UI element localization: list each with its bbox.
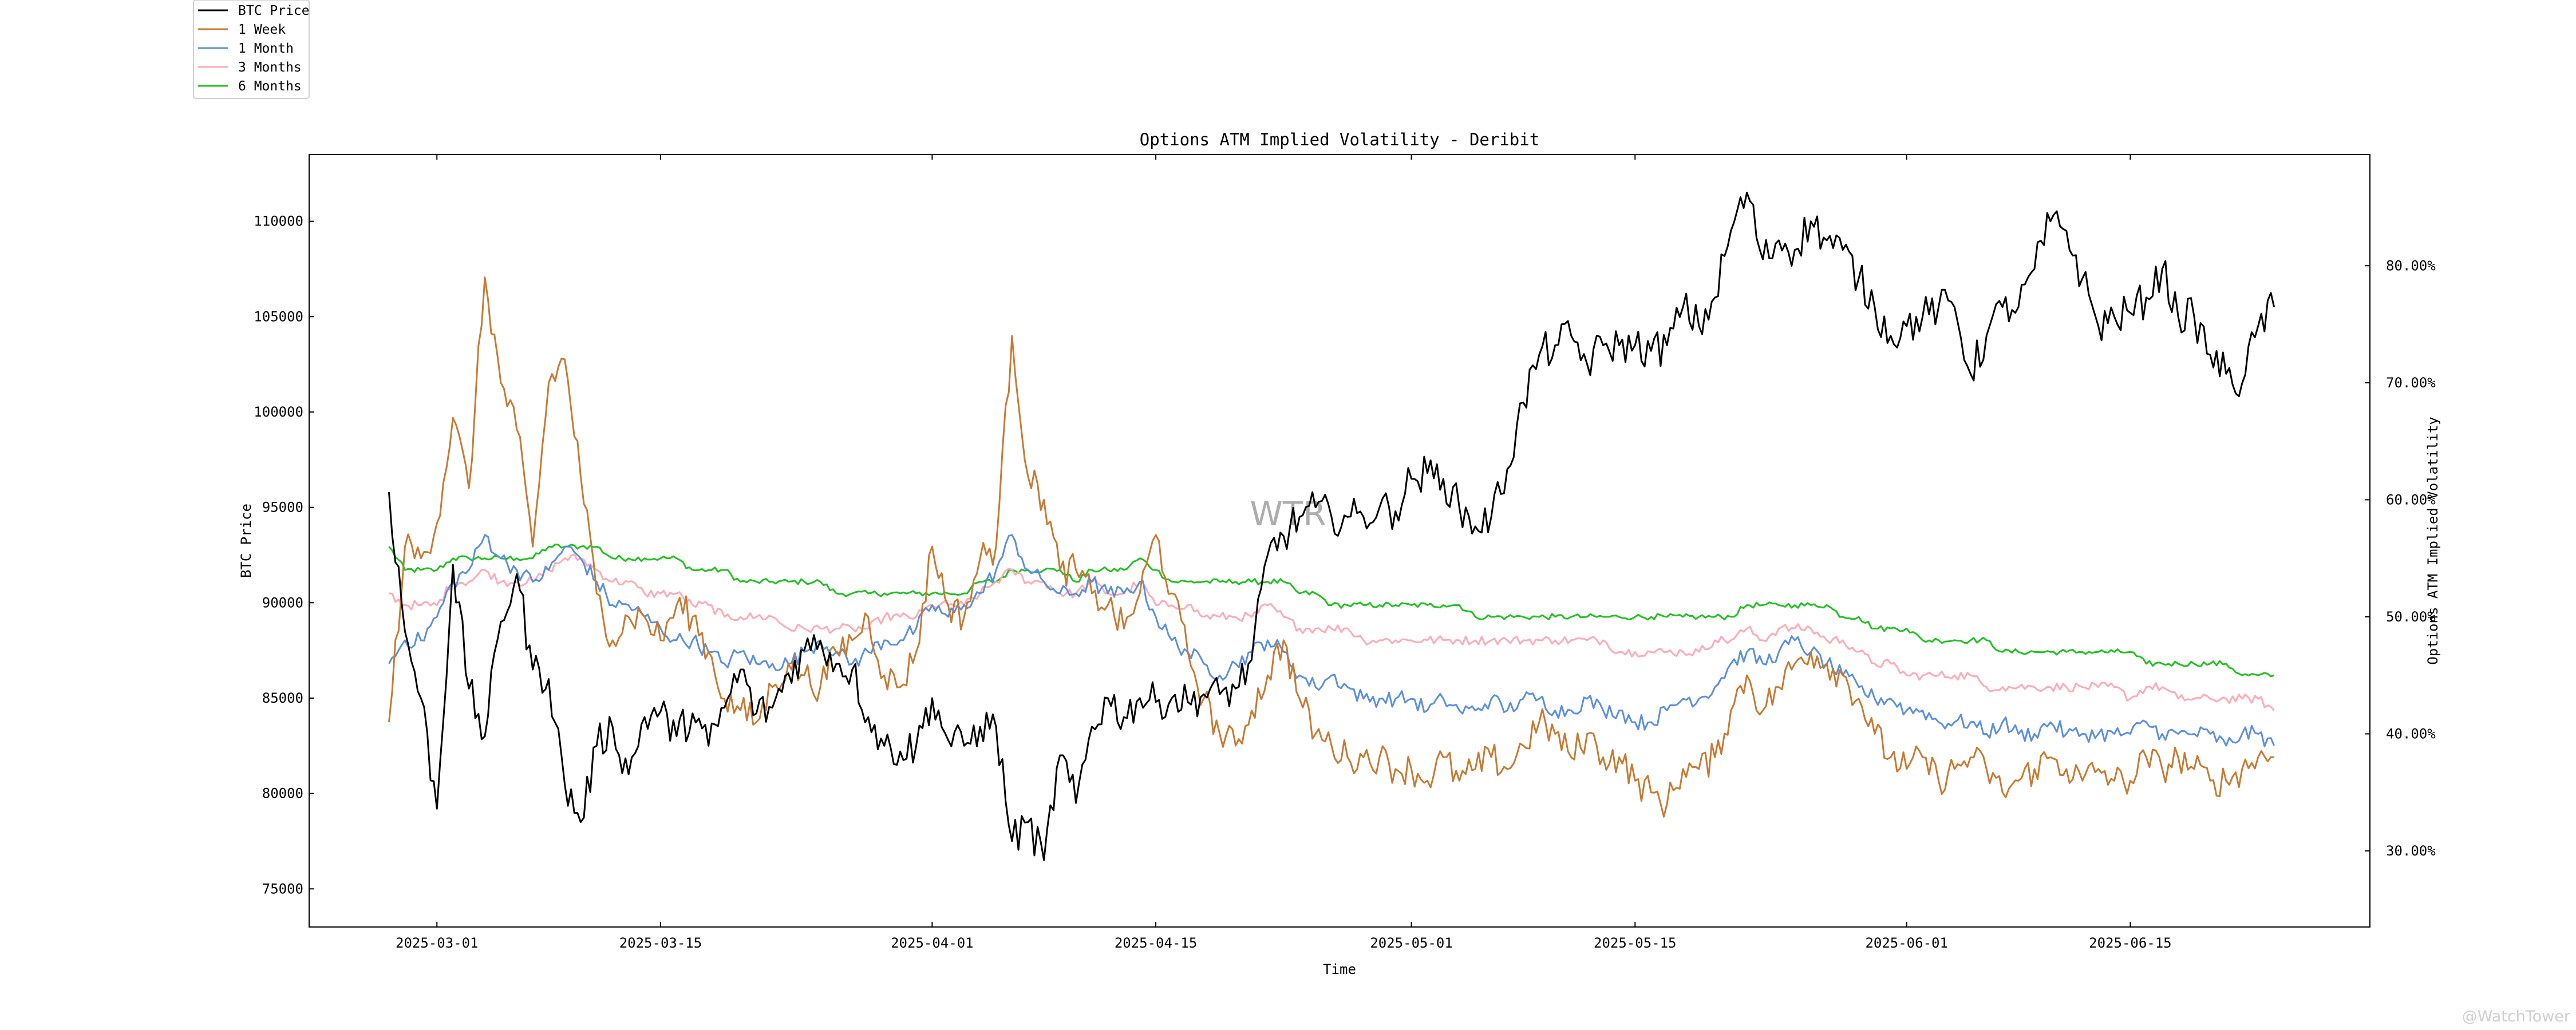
y-tick-label-left: 85000 xyxy=(262,690,303,706)
y-tick-label-left: 80000 xyxy=(262,786,303,802)
series-line-3-months xyxy=(389,553,2275,711)
x-axis-label: Time xyxy=(1323,961,1356,977)
y-axis-label-left: BTC Price xyxy=(238,504,254,578)
plot-frame xyxy=(309,154,2370,928)
y-tick-label-right: 30.00% xyxy=(2386,843,2436,859)
y-tick-label-left: 95000 xyxy=(262,500,303,516)
legend-label: 3 Months xyxy=(238,60,302,75)
y-tick-label-right: 50.00% xyxy=(2386,609,2436,625)
watchtower-credit: @WatchTower xyxy=(2462,1008,2571,1025)
series-line-1-month xyxy=(388,534,2275,747)
y-tick-label-left: 100000 xyxy=(254,404,303,420)
y-axis-right: 30.00% 40.00% 50.00% 60.00% 70.00% 80.00% xyxy=(2365,258,2436,859)
series-line-1-week xyxy=(388,276,2274,818)
x-axis: 2025-03-01 2025-03-15 2025-04-01 2025-04-15… xyxy=(396,154,2172,951)
y-tick-label-left: 110000 xyxy=(254,213,303,229)
series-layer xyxy=(388,192,2275,861)
y-tick-label-left: 105000 xyxy=(254,308,303,324)
y-tick-label-right: 40.00% xyxy=(2386,726,2436,742)
x-tick-label: 2025-05-01 xyxy=(1370,935,1453,951)
y-axis-left: 75000 80000 85000 90000 95000 100000 105000 110… xyxy=(254,213,314,897)
series-line-btc-price xyxy=(388,192,2275,861)
x-tick-label: 2025-03-15 xyxy=(619,935,702,951)
y-tick-label-left: 75000 xyxy=(262,881,303,897)
y-tick-label-right: 60.00% xyxy=(2386,492,2436,508)
y-tick-label-right: 80.00% xyxy=(2386,258,2436,274)
x-tick-label: 2025-05-15 xyxy=(1594,935,1677,951)
x-tick-label: 2025-04-01 xyxy=(891,935,974,951)
x-tick-label: 2025-06-01 xyxy=(1865,935,1948,951)
y-axis-label-right: Options ATM Implied Volatility xyxy=(2425,417,2441,664)
series-line-6-months xyxy=(388,543,2275,678)
legend-label: 1 Week xyxy=(238,22,286,37)
legend-label: 6 Months xyxy=(238,79,302,94)
legend-label: BTC Price xyxy=(238,3,310,18)
x-tick-label: 2025-03-01 xyxy=(396,935,479,951)
x-tick-label: 2025-06-15 xyxy=(2089,935,2172,951)
legend-box xyxy=(193,0,310,99)
y-tick-label-right: 70.00% xyxy=(2386,375,2436,391)
x-tick-label: 2025-04-15 xyxy=(1115,935,1198,951)
y-tick-label-left: 90000 xyxy=(262,595,303,611)
legend-label: 1 Month xyxy=(238,41,294,56)
chart-title: Options ATM Implied Volatility - Deribit xyxy=(1140,130,1539,149)
chart-legend: BTC Price 1 Week 1 Month 3 Months 6 Months xyxy=(193,0,310,99)
